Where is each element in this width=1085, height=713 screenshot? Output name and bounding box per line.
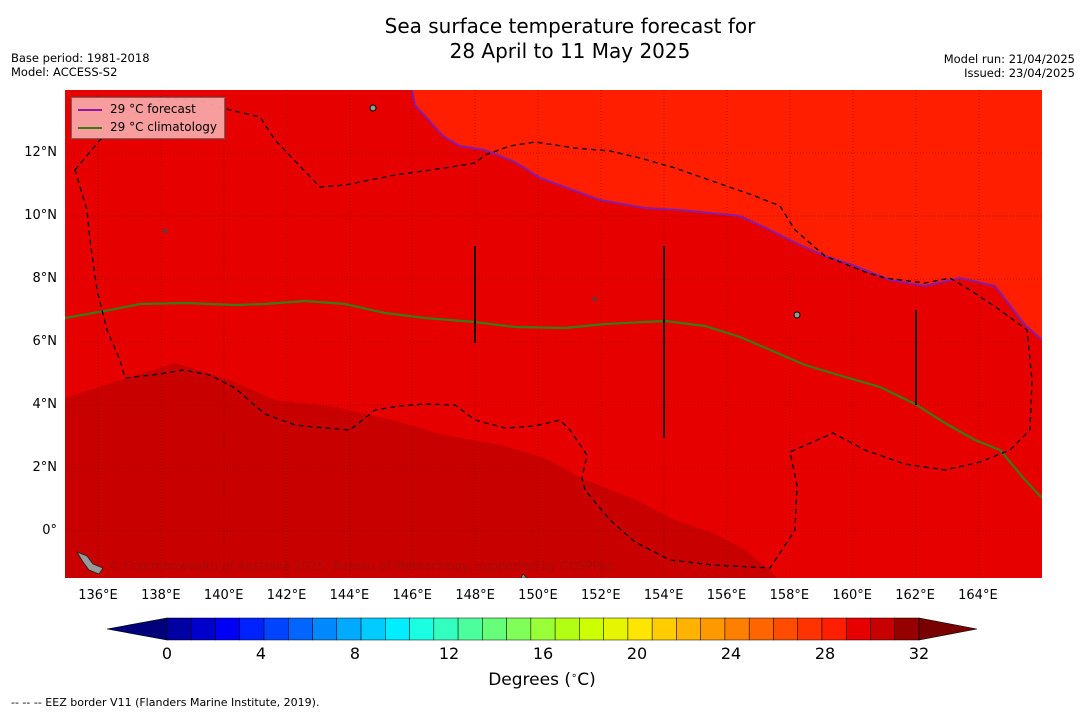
y-tick-label: 10°N <box>24 208 57 223</box>
colorbar-swatch <box>215 617 241 641</box>
forecast-29c-contour <box>411 90 1042 341</box>
issued-text: Issued: 23/04/2025 <box>964 66 1075 80</box>
colorbar-tick-label: 32 <box>908 644 930 663</box>
island-dot <box>793 311 801 319</box>
x-tick-label: 152°E <box>581 588 621 603</box>
colorbar-swatch <box>870 617 895 641</box>
island-shape <box>76 551 104 575</box>
colorbar-swatch <box>336 617 362 641</box>
meta-right: Model run: 21/04/2025 Issued: 23/04/2025 <box>944 52 1075 80</box>
legend-item-climatology: 29 °C climatology <box>78 119 217 135</box>
map-legend: 29 °C forecast 29 °C climatology <box>71 97 225 139</box>
legend-swatch-climatology <box>78 126 102 129</box>
x-tick-label: 156°E <box>706 588 747 603</box>
colorbar-swatch <box>651 617 677 641</box>
colorbar-swatch <box>894 617 920 641</box>
y-tick-label: 6°N <box>32 334 58 349</box>
colorbar-swatch <box>554 617 580 641</box>
colorbar-tick-label: 0 <box>161 644 173 663</box>
colorbar-title: Degrees (∘C) <box>488 670 596 690</box>
colorbar-swatch <box>845 617 871 641</box>
colorbar-swatch <box>288 617 313 641</box>
colorbar-tick-label: 16 <box>532 644 554 663</box>
x-tick-label: 136°E <box>78 588 118 603</box>
colorbar-tick-label: 24 <box>720 644 742 663</box>
colorbar-swatch <box>627 617 653 641</box>
colorbar-swatch <box>506 617 532 641</box>
x-tick-label: 158°E <box>769 588 810 603</box>
eez-border <box>74 97 1033 569</box>
x-tick-label: 164°E <box>958 588 998 603</box>
colorbar-swatch <box>457 617 483 641</box>
x-tick-label: 160°E <box>832 588 872 603</box>
title-line-2: 28 April to 11 May 2025 <box>449 39 691 63</box>
colorbar-swatch <box>433 617 459 641</box>
legend-swatch-forecast <box>78 108 102 111</box>
legend-label-forecast: 29 °C forecast <box>110 102 196 116</box>
meta-left: Base period: 1981-2018 Model: ACCESS-S2 <box>11 51 150 79</box>
colorbar-swatch <box>312 617 338 641</box>
chart-title: Sea surface temperature forecast for 28 … <box>0 14 1085 64</box>
x-tick-label: 148°E <box>455 588 495 603</box>
climatology-29c-contour <box>65 299 1042 499</box>
x-tick-label: 146°E <box>392 588 433 603</box>
x-tick-label: 142°E <box>266 588 307 603</box>
y-tick-label: 4°N <box>32 397 58 412</box>
y-tick-label: 12°N <box>24 145 57 160</box>
colorbar-swatch <box>797 617 823 641</box>
colorbar-swatch <box>821 617 847 641</box>
colorbar-extend-low <box>107 617 168 641</box>
island-shape <box>520 573 528 578</box>
model-run-text: Model run: 21/04/2025 <box>943 52 1075 66</box>
x-tick-label: 150°E <box>518 588 558 603</box>
colorbar-swatch <box>239 617 265 641</box>
colorbar-swatch <box>263 617 289 641</box>
colorbar-tick-label: 28 <box>814 644 836 663</box>
colorbar-swatch <box>385 617 410 641</box>
x-tick-label: 140°E <box>203 588 244 603</box>
warmest-region <box>65 363 777 578</box>
y-tick-label: 8°N <box>32 271 58 286</box>
colorbar-tick-label: 8 <box>349 644 361 663</box>
colorbar-swatch <box>530 617 556 641</box>
colorbar-swatch <box>724 617 750 641</box>
colorbar-swatch <box>579 617 604 641</box>
base-period-text: Base period: 1981-2018 <box>11 51 150 65</box>
colorbar-swatch <box>748 617 774 641</box>
legend-label-climatology: 29 °C climatology <box>110 120 218 134</box>
colorbar-tick-label: 4 <box>255 644 267 663</box>
colorbar-swatch <box>191 617 216 641</box>
colorbar <box>107 617 978 641</box>
island-dot <box>593 297 597 301</box>
copyright-text: © Commonwealth of Australia 2025, Bureau… <box>108 559 614 573</box>
colorbar-swatch <box>773 617 798 641</box>
colorbar-swatch <box>676 617 701 641</box>
colorbar-swatch <box>409 617 435 641</box>
y-tick-label: 2°N <box>32 460 58 475</box>
x-tick-label: 144°E <box>329 588 370 603</box>
island-dot <box>163 229 167 233</box>
island-markers <box>474 246 917 438</box>
legend-item-forecast: 29 °C forecast <box>78 101 196 117</box>
x-tick-label: 162°E <box>895 588 935 603</box>
colorbar-tick-label: 20 <box>626 644 648 663</box>
sst-map <box>65 90 1042 578</box>
y-tick-label: 0° <box>42 523 57 538</box>
colorbar-swatch <box>482 617 507 641</box>
x-tick-label: 138°E <box>141 588 181 603</box>
eez-footnote: -- -- -- EEZ border V11 (Flanders Marine… <box>11 696 320 709</box>
colorbar-extend-high <box>918 617 978 641</box>
colorbar-swatch <box>603 617 629 641</box>
colorbar-swatch <box>360 617 386 641</box>
title-line-1: Sea surface temperature forecast for <box>384 14 756 38</box>
colorbar-swatch <box>700 617 726 641</box>
x-tick-label: 154°E <box>643 588 684 603</box>
island-dot <box>369 104 377 112</box>
colorbar-tick-label: 12 <box>438 644 460 663</box>
colorbar-swatch <box>166 617 192 641</box>
model-text: Model: ACCESS-S2 <box>11 65 118 79</box>
